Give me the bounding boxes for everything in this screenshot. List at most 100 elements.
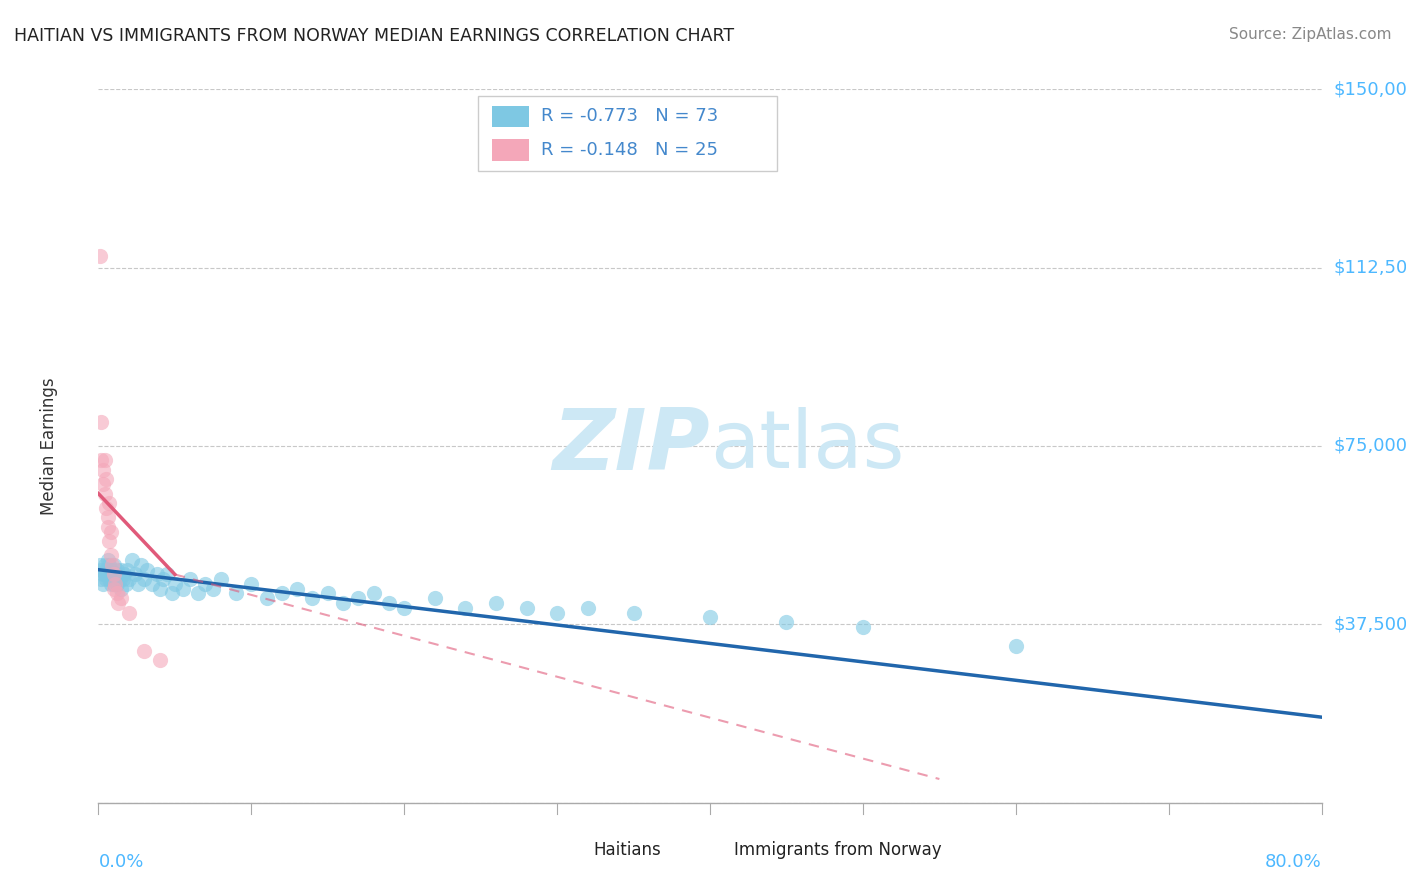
Point [316,586,339,600]
Text: $75,000: $75,000 [1334,437,1406,455]
Point [93,486,115,500]
Point [97,553,120,567]
Text: $150,000: $150,000 [1334,80,1406,98]
Point [623,606,645,620]
Point [1004,639,1026,653]
Point [187,586,209,600]
Point [105,563,128,577]
Text: atlas: atlas [710,407,904,485]
Point [89,558,111,572]
Point [129,558,152,572]
Point [136,563,159,577]
Text: Haitians: Haitians [593,841,662,859]
Text: $37,500: $37,500 [1334,615,1406,633]
Point [94,500,117,515]
Bar [704,837,728,863]
Point [90,453,112,467]
Point [149,582,172,596]
Point [301,591,323,606]
Point [378,596,401,610]
FancyBboxPatch shape [478,96,778,171]
Point [285,582,308,596]
Point [90,563,112,577]
Point [124,567,146,582]
Point [100,577,122,591]
Text: Source: ZipAtlas.com: Source: ZipAtlas.com [1229,27,1392,42]
Point [115,577,138,591]
Bar [492,139,529,161]
Point [332,596,354,610]
Point [172,582,194,596]
Point [105,586,128,600]
Text: 80.0%: 80.0% [1265,853,1322,871]
Point [104,567,127,582]
Point [112,567,135,582]
Point [90,572,112,586]
Point [240,577,263,591]
Point [98,572,121,586]
Point [103,577,125,591]
Point [91,477,114,491]
Point [516,600,538,615]
Text: Immigrants from Norway: Immigrants from Norway [734,841,942,859]
Point [209,572,232,586]
Point [104,577,127,591]
Point [118,572,141,586]
Point [90,415,112,429]
Point [163,577,186,591]
Point [108,572,131,586]
Point [93,567,115,582]
Point [107,596,129,610]
Point [103,567,125,582]
Point [94,572,117,586]
Point [179,572,201,586]
Point [89,249,111,263]
Point [194,577,217,591]
Point [91,463,114,477]
Point [107,567,129,582]
Point [98,496,121,510]
Point [111,572,134,586]
Point [699,610,721,624]
Point [256,591,278,606]
Point [103,558,125,572]
Point [392,600,416,615]
Point [97,510,120,524]
Point [100,563,122,577]
Point [423,591,446,606]
Point [152,572,174,586]
Point [98,534,121,549]
Bar [492,105,529,127]
Point [145,567,167,582]
Point [110,582,132,596]
Point [127,577,149,591]
Point [91,567,114,582]
Bar [564,837,588,863]
Point [91,577,114,591]
Point [101,558,124,572]
Text: Median Earnings: Median Earnings [41,377,59,515]
Point [160,586,183,600]
Text: ZIP: ZIP [553,404,710,488]
Point [118,606,141,620]
Point [93,558,115,572]
Text: $112,500: $112,500 [1334,259,1406,277]
Text: HAITIAN VS IMMIGRANTS FROM NORWAY MEDIAN EARNINGS CORRELATION CHART: HAITIAN VS IMMIGRANTS FROM NORWAY MEDIAN… [14,27,734,45]
Point [105,577,128,591]
Point [225,586,247,600]
Point [110,591,132,606]
Point [202,582,225,596]
Point [97,567,120,582]
Point [93,453,115,467]
Point [94,472,117,486]
Point [775,615,797,629]
Point [852,620,875,634]
Point [485,596,508,610]
Point [117,563,139,577]
Point [101,572,124,586]
Text: 0.0%: 0.0% [98,853,143,871]
Point [94,563,117,577]
Point [101,567,124,582]
Point [454,600,477,615]
Point [347,591,370,606]
